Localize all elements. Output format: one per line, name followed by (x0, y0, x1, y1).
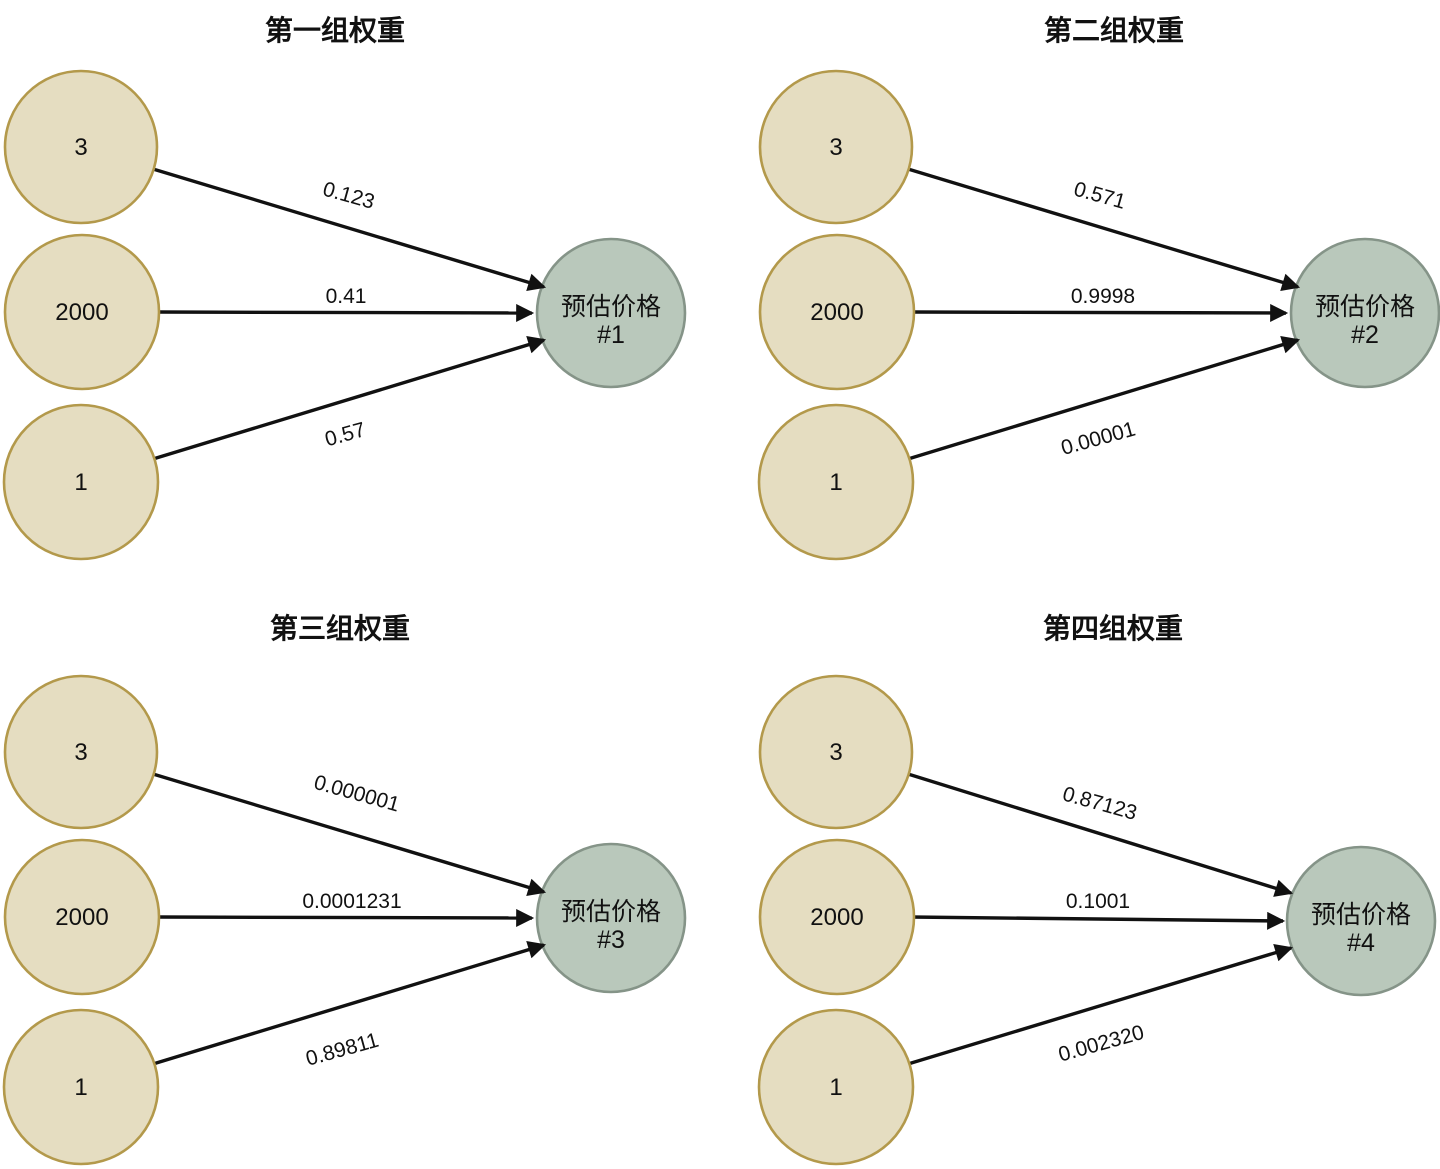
weight-label: 0.41 (326, 285, 367, 308)
input-node-circle (758, 674, 914, 830)
output-node-label-line1: 预估价格 (1311, 901, 1411, 929)
input-node-circle (758, 838, 916, 996)
diagram-group-4: 第四组权重 3 2000 1 预估价格 #4 0.87123 0.1001 0.… (757, 612, 1437, 1166)
input-node-label: 3 (829, 739, 842, 766)
weight-arrow-bottom (907, 336, 1301, 461)
weight-label: 0.123 (320, 178, 377, 214)
weight-arrow-bottom (152, 336, 547, 461)
weight-arrow-middle (909, 303, 1289, 322)
weight-arrow-bottom (152, 941, 547, 1066)
diagram-group-1: 第一组权重 3 2000 1 预估价格 #1 0.123 0.41 0.57 (2, 14, 687, 561)
weight-label: 0.002320 (1056, 1021, 1147, 1067)
diagram-title: 第三组权重 (270, 612, 410, 644)
input-node-circle (3, 838, 161, 996)
input-node-circle (2, 1008, 160, 1166)
input-node-label: 2000 (810, 299, 863, 326)
input-node-circle (757, 403, 915, 561)
output-node-label-line2: #2 (1351, 321, 1379, 349)
weight-label: 0.57 (322, 418, 368, 451)
weight-arrow-bottom (907, 943, 1294, 1066)
output-node-label-line2: #1 (597, 321, 625, 349)
input-node-label: 1 (829, 1074, 842, 1101)
input-node-label: 3 (829, 134, 842, 161)
weight-arrow-middle (909, 911, 1286, 930)
weight-label: 0.00001 (1059, 418, 1138, 460)
weight-arrow-top (152, 167, 547, 292)
output-node-circle (1285, 845, 1437, 997)
weight-arrow-top (907, 772, 1294, 897)
output-node-circle (535, 842, 687, 994)
input-node-label: 2000 (55, 299, 108, 326)
diagram-title: 第四组权重 (1043, 612, 1183, 644)
output-node-circle (535, 237, 687, 389)
weight-label: 0.571 (1071, 178, 1128, 214)
input-node-circle (3, 674, 159, 830)
output-node-label-line1: 预估价格 (1315, 293, 1415, 321)
input-node-label: 1 (829, 469, 842, 496)
input-node-label: 1 (74, 1074, 87, 1101)
diagram-group-3: 第三组权重 3 2000 1 预估价格 #3 0.000001 0.000123… (2, 612, 687, 1166)
weight-label: 0.1001 (1066, 890, 1130, 913)
diagram-group-2: 第二组权重 3 2000 1 预估价格 #2 0.571 0.9998 0.00… (757, 14, 1440, 561)
weight-label: 0.87123 (1060, 783, 1139, 825)
weight-label: 0.89811 (303, 1029, 381, 1071)
diagram-title: 第二组权重 (1044, 14, 1184, 46)
output-node-circle (1289, 237, 1440, 389)
input-node-label: 3 (74, 739, 87, 766)
input-node-circle (3, 69, 159, 225)
weight-label: 0.000001 (311, 771, 402, 817)
output-node-label-line1: 预估价格 (561, 293, 661, 321)
input-node-circle (757, 1008, 915, 1166)
weight-arrow-middle (154, 303, 535, 322)
input-node-label: 3 (74, 134, 87, 161)
weight-arrow-middle (154, 908, 535, 927)
input-node-circle (758, 69, 914, 225)
input-node-circle (3, 233, 161, 391)
weight-label: 0.9998 (1071, 285, 1135, 308)
output-node-label-line2: #4 (1347, 929, 1375, 957)
weight-label: 0.0001231 (302, 890, 401, 913)
weight-arrow-top (152, 772, 547, 897)
input-node-label: 1 (74, 469, 87, 496)
diagram-title: 第一组权重 (265, 14, 405, 46)
output-node-label-line1: 预估价格 (561, 898, 661, 926)
input-node-label: 2000 (55, 904, 108, 931)
input-node-label: 2000 (810, 904, 863, 931)
weight-arrow-top (907, 167, 1301, 292)
input-node-circle (2, 403, 160, 561)
output-node-label-line2: #3 (597, 926, 625, 954)
input-node-circle (758, 233, 916, 391)
